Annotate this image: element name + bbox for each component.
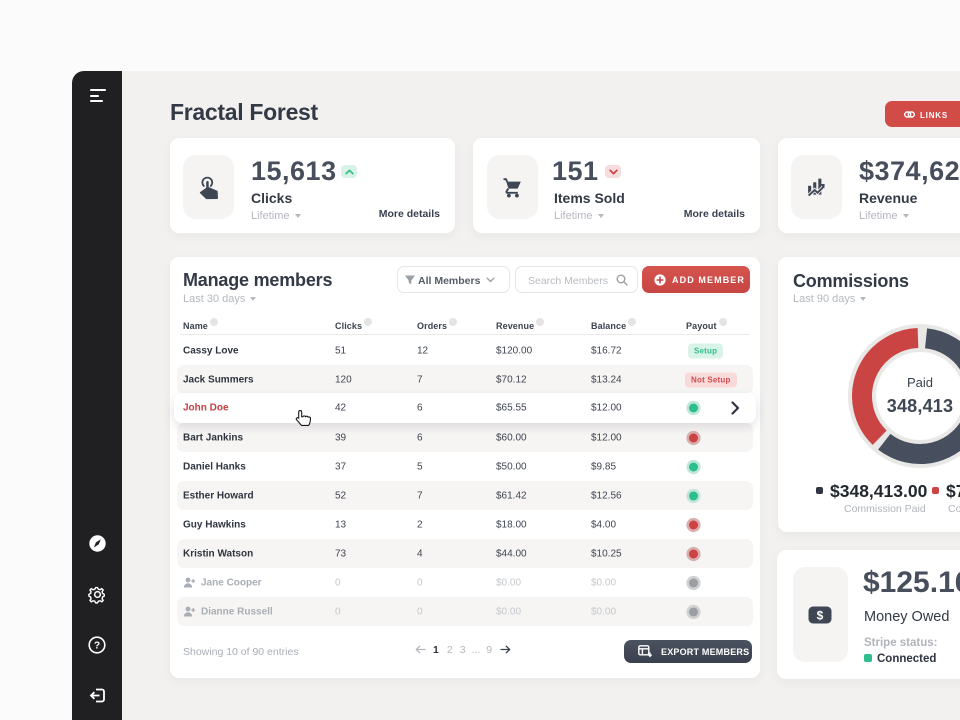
svg-text:$: $ — [817, 608, 824, 622]
svg-text:?: ? — [94, 641, 100, 652]
